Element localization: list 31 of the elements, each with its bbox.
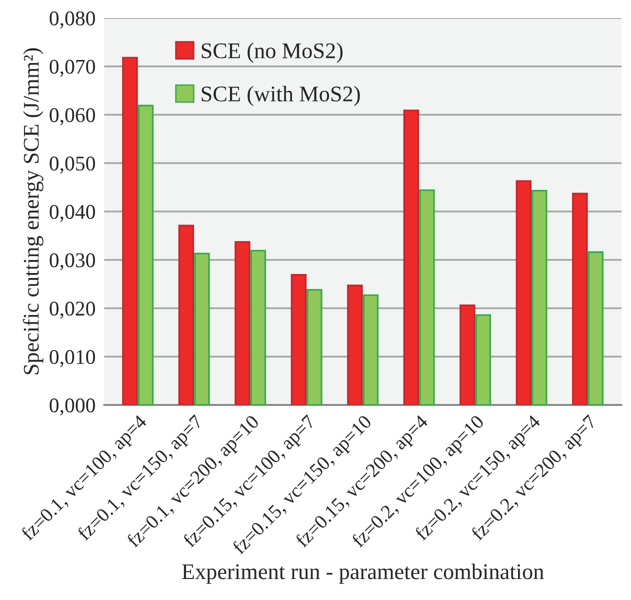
bar (347, 284, 363, 405)
bar (532, 190, 548, 405)
y-tick-label: 0,020 (50, 302, 95, 319)
bar (572, 192, 588, 405)
y-tick-label: 0,050 (50, 156, 95, 174)
bar (234, 241, 250, 405)
y-axis-title: Specific cutting energy SCE (J/mm²) (22, 48, 44, 374)
bar (362, 294, 379, 405)
legend-label: SCE (with MoS2) (202, 86, 360, 106)
y-tick-label: 0,000 (50, 398, 95, 416)
bar (122, 56, 138, 405)
bar (194, 252, 210, 405)
bar (588, 251, 604, 405)
bar (290, 274, 307, 405)
y-tick-label: 0,070 (50, 60, 95, 77)
x-axis-title: Experiment run - parameter combination (182, 564, 544, 584)
y-tick-label: 0,040 (50, 204, 95, 222)
bar (475, 314, 492, 405)
bar (516, 180, 532, 405)
bar (178, 224, 194, 405)
bar (403, 110, 420, 405)
y-tick-label: 0,080 (50, 11, 95, 28)
y-tick-label: 0,010 (50, 350, 95, 368)
y-tick-label: 0,060 (50, 108, 95, 126)
legend-label: SCE (no MoS2) (202, 42, 343, 63)
bar (250, 250, 266, 405)
y-tick-label: 0,030 (50, 253, 95, 270)
bar (306, 289, 322, 405)
bar (138, 104, 154, 405)
bar (419, 189, 435, 405)
bar (460, 304, 476, 405)
